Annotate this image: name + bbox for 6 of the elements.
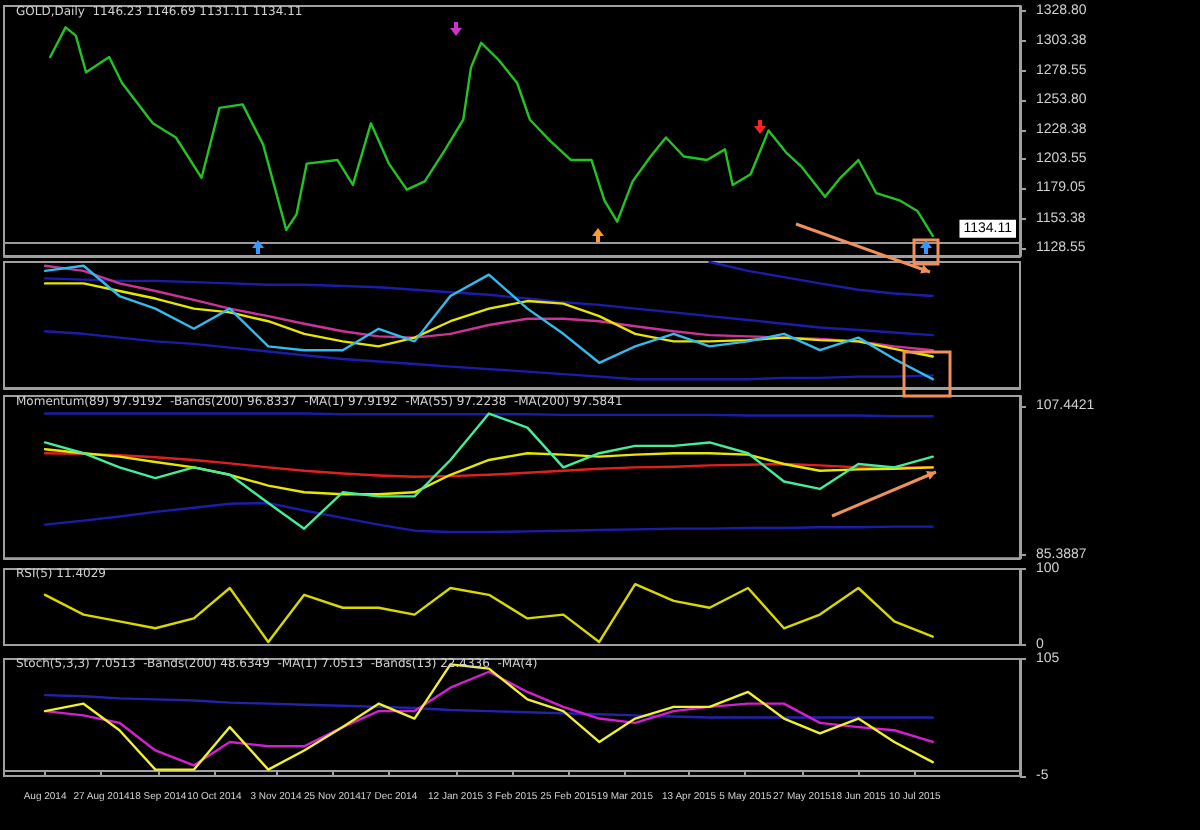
line-series xyxy=(43,501,934,534)
line-series xyxy=(43,448,934,496)
line-series xyxy=(43,583,934,644)
line-series xyxy=(43,693,934,719)
line-series xyxy=(48,26,934,238)
line-series xyxy=(43,412,934,530)
